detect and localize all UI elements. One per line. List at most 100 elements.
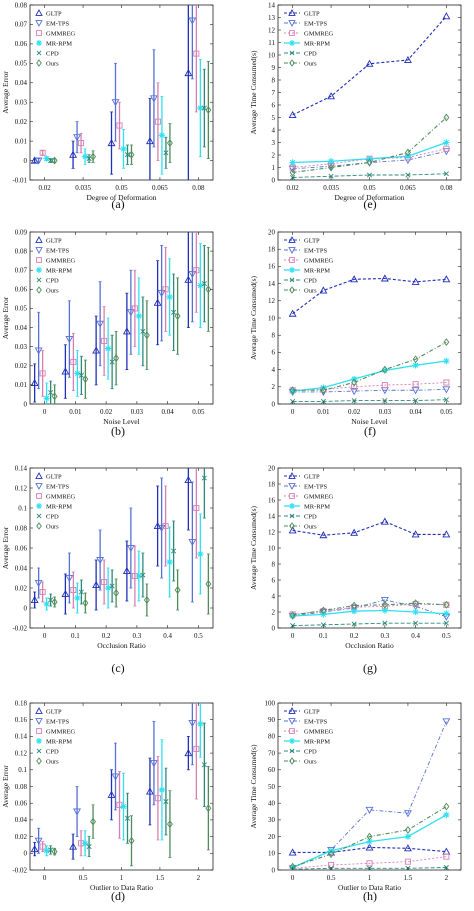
data-point: [380, 517, 389, 525]
legend-marker: [289, 286, 295, 294]
y-tick-label: 2: [272, 151, 276, 159]
legend-label: Ours: [304, 758, 317, 765]
chart-panel-2: [29, 231, 214, 405]
data-point: [381, 367, 389, 374]
y-axis-label: Average Error: [1, 765, 10, 808]
data-point: [51, 847, 58, 856]
data-point: [126, 544, 135, 553]
legend-marker: [289, 757, 295, 765]
data-point: [205, 804, 212, 813]
data-point: [70, 586, 77, 594]
y-tick-label: 0: [24, 157, 28, 165]
legend: [284, 707, 300, 765]
series-line: [292, 117, 447, 174]
data-point: [51, 156, 58, 165]
y-tick-label: 5: [272, 114, 276, 122]
data-point: [65, 336, 74, 344]
legend-marker: [35, 9, 43, 16]
data-point: [403, 810, 412, 818]
y-tick-label: 18: [268, 246, 276, 254]
data-point: [442, 530, 451, 538]
data-point: [320, 386, 327, 395]
data-point: [320, 611, 327, 618]
y-tick-label: 4: [272, 366, 276, 374]
x-tick-label: 0.1: [319, 632, 328, 640]
y-tick-label: 7: [272, 89, 276, 97]
x-tick-label: 0: [291, 874, 295, 882]
y-tick-label: 0: [272, 624, 276, 632]
data-point: [51, 598, 58, 606]
legend-marker: [289, 728, 295, 734]
x-tick-label: 0.04: [161, 408, 174, 416]
data-point: [166, 139, 173, 148]
data-point: [412, 599, 419, 608]
x-tick-label: 0.08: [440, 184, 453, 192]
y-tick-label: 16: [268, 263, 276, 271]
y-tick-label: 10: [268, 544, 276, 552]
legend-marker: [289, 50, 295, 56]
legend-label: GMMREG: [46, 728, 76, 735]
data-point: [107, 138, 116, 147]
data-point: [351, 383, 358, 390]
legend-marker: [288, 9, 296, 16]
legend-label: CPD: [304, 748, 317, 755]
series-line: [292, 277, 447, 315]
legend-label: MR-RPM: [46, 40, 72, 47]
chart-panel-7: [277, 702, 462, 871]
y-tick-label: 0.12: [15, 749, 28, 757]
legend-label: GLTP: [304, 473, 320, 480]
y-tick-label: 60: [268, 766, 276, 774]
y-tick-label: 80: [268, 733, 276, 741]
series-line: [292, 806, 447, 868]
data-point: [350, 275, 359, 283]
data-point: [74, 594, 81, 602]
y-tick-label: 12: [268, 297, 276, 305]
data-point: [288, 309, 297, 317]
data-point: [405, 172, 411, 178]
data-point: [404, 148, 411, 157]
legend-marker: [36, 728, 42, 734]
plot-area: [288, 718, 451, 870]
data-point: [74, 370, 81, 377]
y-tick-label: 8: [272, 332, 276, 340]
data-point: [193, 50, 200, 57]
chart-panel-0: [29, 4, 214, 181]
data-point: [382, 398, 388, 404]
legend-label: CPD: [304, 277, 317, 284]
series-line: [292, 15, 447, 116]
y-tick-label: 0.03: [15, 99, 28, 107]
data-point: [366, 860, 373, 867]
legend-label: GLTP: [46, 473, 62, 480]
data-point: [153, 298, 162, 306]
data-point: [101, 337, 108, 344]
y-tick-label: 0.06: [15, 40, 28, 48]
data-point: [65, 574, 74, 583]
y-axis-label: Average Error: [1, 71, 10, 114]
data-point: [413, 620, 419, 626]
data-point: [289, 387, 296, 395]
data-point: [145, 136, 154, 145]
subfigure-label: (e): [363, 197, 376, 211]
series-line: [292, 846, 447, 854]
data-point: [34, 347, 43, 355]
x-tick-label: 0.2: [350, 632, 359, 640]
data-point: [90, 152, 97, 161]
y-axis-label: Average Time Consumed(s): [249, 744, 258, 829]
data-point: [366, 158, 373, 167]
data-point: [443, 171, 449, 177]
data-point: [328, 173, 334, 179]
data-point: [443, 338, 450, 347]
y-tick-label: 0.1: [18, 504, 27, 512]
data-point: [366, 832, 373, 841]
y-axis-label: Average Error: [1, 526, 10, 569]
x-tick-label: 0: [43, 632, 47, 640]
x-tick-label: 0.1: [71, 632, 80, 640]
legend-marker: [35, 707, 43, 714]
legend-label: CPD: [304, 513, 317, 520]
legend-marker: [289, 738, 295, 744]
data-point: [128, 836, 135, 845]
series-line: [292, 622, 447, 627]
legend: [35, 472, 43, 530]
y-tick-label: 12: [268, 528, 276, 536]
legend: [35, 236, 43, 294]
